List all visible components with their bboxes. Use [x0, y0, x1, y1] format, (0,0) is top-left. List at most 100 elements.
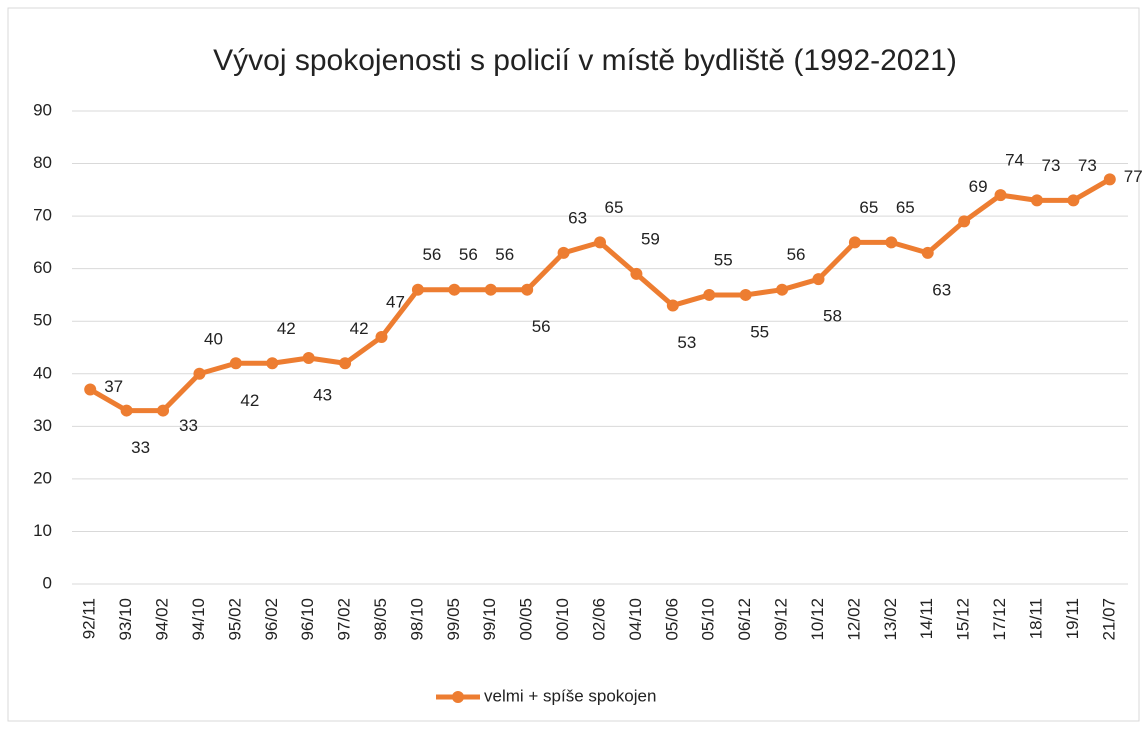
marker: [375, 330, 388, 343]
x-tick-label: 98/10: [407, 598, 426, 641]
data-label: 33: [131, 438, 150, 457]
legend-label: velmi + spíše spokojen: [484, 686, 656, 705]
x-tick-label: 95/02: [225, 598, 244, 641]
y-tick-label: 90: [33, 100, 52, 119]
y-tick-label: 20: [33, 468, 52, 487]
marker: [557, 246, 570, 259]
x-tick-label: 15/12: [954, 598, 973, 641]
marker: [448, 283, 461, 296]
marker: [994, 189, 1007, 202]
data-label: 42: [350, 319, 369, 338]
marker: [594, 236, 606, 249]
marker: [885, 236, 898, 249]
marker: [229, 357, 242, 370]
y-tick-label: 30: [33, 416, 52, 435]
x-tick-label: 12/02: [844, 598, 863, 641]
x-tick-label: 00/05: [517, 598, 536, 641]
x-tick-label: 92/11: [80, 598, 99, 639]
x-tick-label: 05/10: [699, 598, 718, 641]
data-label: 55: [714, 250, 733, 269]
marker: [1103, 173, 1116, 186]
marker: [193, 367, 206, 380]
x-tick-label: 17/12: [990, 598, 1009, 641]
marker: [521, 283, 534, 296]
x-tick-label: 94/10: [189, 598, 208, 641]
data-label: 59: [641, 229, 660, 248]
y-tick-label: 0: [43, 573, 52, 592]
marker: [958, 215, 971, 228]
x-tick-label: 97/02: [335, 598, 354, 641]
data-label: 63: [932, 280, 951, 299]
marker: [120, 404, 133, 417]
marker: [921, 246, 934, 259]
data-label: 53: [677, 333, 696, 352]
y-tick-label: 50: [33, 311, 52, 330]
data-label: 74: [1005, 151, 1024, 170]
data-label: 56: [495, 245, 514, 264]
y-tick-label: 70: [33, 206, 52, 225]
y-tick-label: 10: [33, 521, 52, 540]
x-tick-label: 05/06: [662, 598, 681, 641]
x-tick-label: 10/12: [808, 598, 827, 641]
data-label: 43: [313, 385, 332, 404]
data-label: 37: [104, 377, 123, 396]
marker: [703, 288, 716, 301]
data-label: 56: [422, 245, 441, 264]
data-label: 73: [1078, 156, 1097, 175]
marker: [1067, 194, 1080, 207]
x-tick-label: 00/10: [553, 598, 572, 641]
chart-title: Vývoj spokojenosti s policií v místě byd…: [213, 44, 957, 77]
x-tick-label: 19/11: [1063, 598, 1082, 639]
x-tick-label: 06/12: [735, 598, 754, 641]
marker: [339, 357, 352, 370]
x-tick-label: 93/10: [116, 598, 135, 641]
y-tick-label: 80: [33, 153, 52, 172]
marker: [1030, 194, 1043, 207]
x-tick-label: 96/02: [262, 598, 281, 641]
marker: [739, 288, 752, 301]
data-label: 56: [459, 245, 478, 264]
data-label: 33: [179, 416, 198, 435]
legend-marker: [452, 691, 464, 703]
chart-border: [7, 7, 1140, 722]
data-label: 56: [787, 245, 806, 264]
data-label: 56: [532, 317, 551, 336]
data-label: 58: [823, 307, 842, 326]
data-label: 47: [386, 292, 405, 311]
y-tick-label: 40: [33, 363, 52, 382]
x-tick-label: 99/10: [480, 598, 499, 641]
data-label: 42: [277, 319, 296, 338]
data-label: 65: [896, 198, 915, 217]
y-tick-label: 60: [33, 258, 52, 277]
x-tick-label: 98/05: [371, 598, 390, 641]
data-label: 69: [969, 177, 988, 196]
x-tick-label: 96/10: [298, 598, 317, 641]
marker: [630, 267, 643, 280]
x-tick-label: 21/07: [1099, 598, 1118, 641]
data-label: 65: [605, 198, 624, 217]
data-label: 63: [568, 208, 587, 227]
marker: [84, 383, 97, 396]
x-tick-label: 04/10: [626, 598, 645, 641]
marker: [484, 283, 497, 296]
marker: [776, 283, 789, 296]
data-label: 65: [859, 198, 878, 217]
x-tick-label: 94/02: [153, 598, 172, 641]
x-tick-label: 18/11: [1026, 598, 1045, 639]
marker: [157, 404, 170, 417]
marker: [848, 236, 861, 249]
x-tick-label: 13/02: [881, 598, 900, 641]
marker: [266, 357, 279, 370]
x-tick-label: 09/12: [772, 598, 791, 641]
data-label: 77: [1124, 167, 1143, 186]
marker: [411, 283, 424, 296]
x-tick-label: 14/11: [917, 598, 936, 639]
data-label: 73: [1042, 156, 1061, 175]
data-label: 40: [204, 329, 223, 348]
x-tick-label: 99/05: [444, 598, 463, 641]
data-label: 55: [750, 322, 769, 341]
marker: [302, 352, 315, 365]
marker: [812, 273, 825, 286]
data-label: 42: [240, 391, 259, 410]
